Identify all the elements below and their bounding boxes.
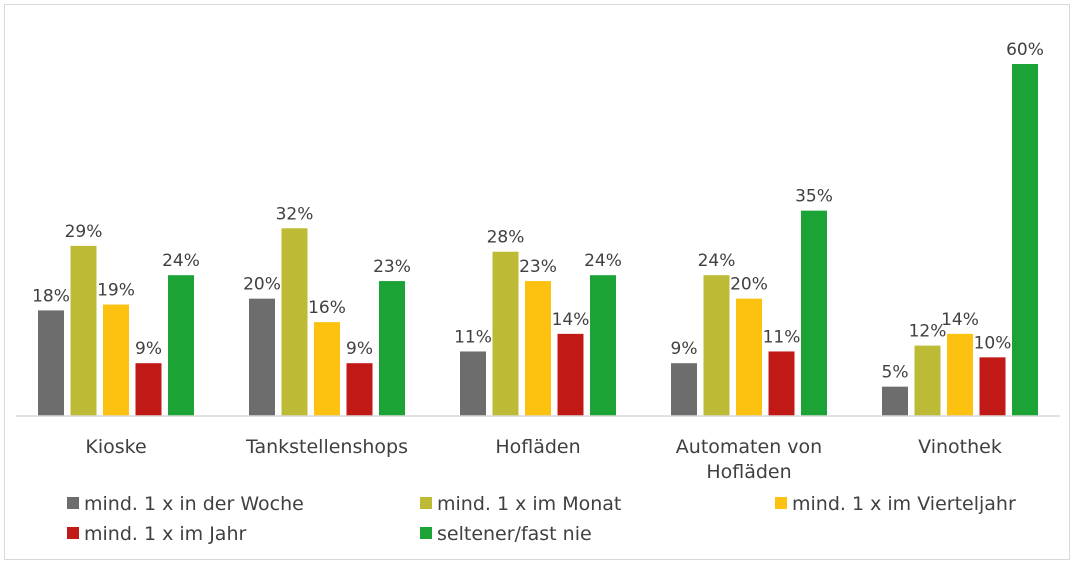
data-label: 16% bbox=[308, 298, 346, 318]
bar bbox=[979, 357, 1006, 416]
bar bbox=[671, 363, 697, 416]
data-label: 10% bbox=[974, 333, 1012, 353]
bar bbox=[135, 363, 162, 416]
legend-label: mind. 1 x im Monat bbox=[437, 493, 621, 515]
bar bbox=[249, 298, 275, 416]
data-label: 28% bbox=[487, 228, 525, 248]
data-label: 9% bbox=[671, 339, 698, 359]
legend-swatch bbox=[67, 527, 79, 539]
data-label: 29% bbox=[65, 222, 103, 242]
bar bbox=[281, 228, 308, 416]
bar bbox=[460, 351, 486, 416]
data-label: 14% bbox=[552, 310, 590, 330]
bar bbox=[1012, 64, 1038, 416]
legend-swatch bbox=[67, 497, 79, 509]
bar bbox=[379, 281, 405, 416]
category-label: Hofläden bbox=[706, 461, 791, 483]
data-label: 32% bbox=[276, 204, 314, 224]
bar bbox=[801, 210, 827, 416]
category-label: Automaten von bbox=[676, 436, 822, 458]
bar bbox=[590, 275, 616, 416]
data-label: 24% bbox=[584, 251, 622, 271]
category-labels-group: Kioske Tankstellenshops Hofläden Automaten … bbox=[85, 436, 1002, 483]
bar bbox=[314, 322, 340, 416]
category-label: Vinothek bbox=[918, 436, 1002, 458]
data-label: 24% bbox=[162, 251, 200, 271]
data-label: 5% bbox=[882, 363, 909, 383]
bar bbox=[914, 345, 941, 416]
data-label: 9% bbox=[135, 339, 162, 359]
data-label: 35% bbox=[795, 187, 833, 207]
legend: mind. 1 x in der Woche mind. 1 x im Monat… bbox=[67, 493, 1016, 545]
legend-label: mind. 1 x im Jahr bbox=[84, 523, 246, 545]
bar bbox=[768, 351, 795, 416]
bar bbox=[882, 386, 908, 416]
bar bbox=[168, 275, 194, 416]
bar bbox=[492, 251, 519, 416]
bar bbox=[346, 363, 373, 416]
data-label: 9% bbox=[346, 339, 373, 359]
data-label: 14% bbox=[941, 310, 979, 330]
bar bbox=[947, 333, 973, 416]
category-label: Kioske bbox=[85, 436, 146, 458]
bar bbox=[38, 310, 64, 416]
bars-group: 18% 29% 19% 9% 24% 20% 32% 16% 9% 23% 11% 28% 23% 14%… bbox=[32, 40, 1044, 416]
data-label: 19% bbox=[97, 281, 135, 301]
bar bbox=[557, 333, 584, 416]
data-label: 60% bbox=[1006, 40, 1044, 60]
data-label: 23% bbox=[373, 257, 411, 277]
data-label: 11% bbox=[763, 327, 801, 347]
data-label: 11% bbox=[454, 327, 492, 347]
category-label: Hofläden bbox=[495, 436, 580, 458]
bar bbox=[525, 281, 551, 416]
data-label: 23% bbox=[519, 257, 557, 277]
legend-swatch bbox=[775, 497, 787, 509]
data-label: 20% bbox=[243, 275, 281, 295]
bar bbox=[736, 298, 762, 416]
legend-label: mind. 1 x im Vierteljahr bbox=[792, 493, 1016, 515]
data-label: 20% bbox=[730, 275, 768, 295]
data-label: 24% bbox=[698, 251, 736, 271]
category-label: Tankstellenshops bbox=[245, 436, 408, 458]
bar bbox=[70, 245, 97, 416]
bar bbox=[703, 275, 730, 416]
legend-label: seltener/fast nie bbox=[437, 523, 592, 545]
bar bbox=[103, 304, 129, 416]
data-label: 18% bbox=[32, 286, 70, 306]
data-label: 12% bbox=[909, 322, 947, 342]
legend-swatch bbox=[420, 497, 432, 509]
legend-swatch bbox=[420, 527, 432, 539]
legend-label: mind. 1 x in der Woche bbox=[84, 493, 304, 515]
